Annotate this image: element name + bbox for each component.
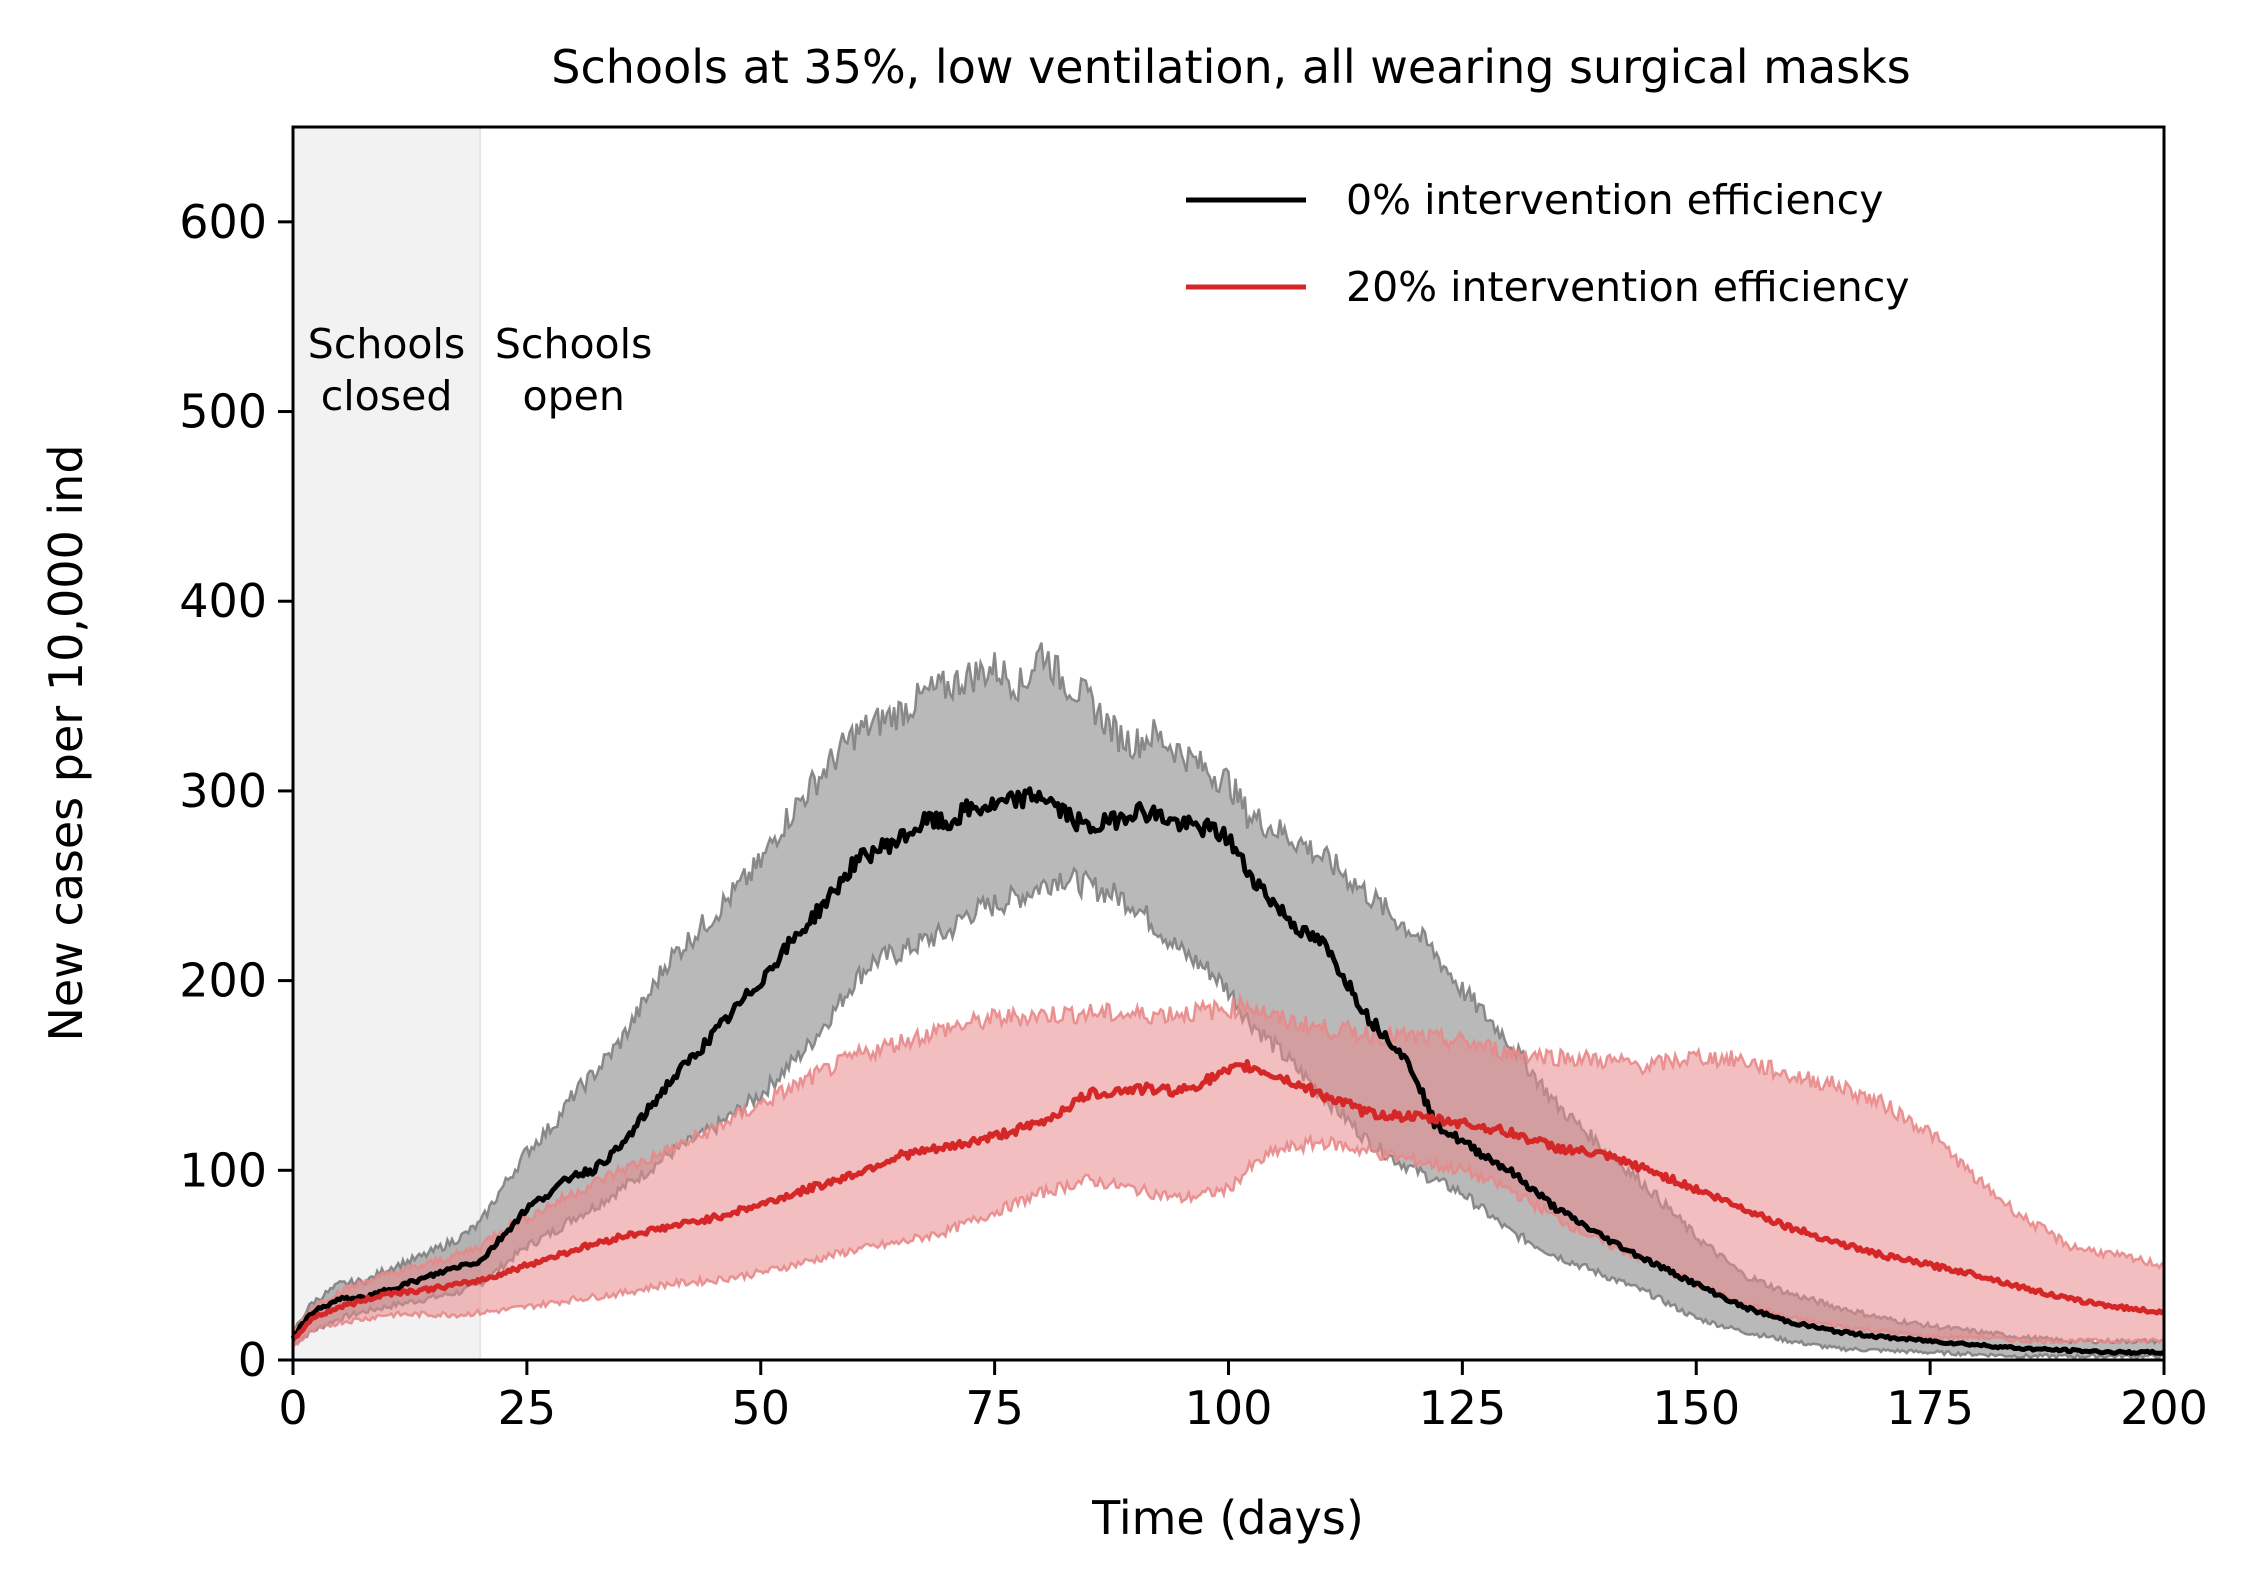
x-tick-label: 75: [965, 1381, 1024, 1435]
series-line-twenty-percent: [291, 1059, 2166, 1342]
x-tick-label: 100: [1185, 1381, 1273, 1435]
y-tick-label: 200: [179, 954, 267, 1008]
x-tick-label: 175: [1886, 1381, 1974, 1435]
y-tick-label: 300: [179, 764, 267, 818]
y-tick-label: 500: [179, 385, 267, 439]
y-tick-label: 100: [179, 1143, 267, 1197]
x-tick-label: 50: [731, 1381, 790, 1435]
y-tick-label: 600: [179, 195, 267, 249]
legend-label-twenty-percent: 20% intervention efficiency: [1346, 263, 1910, 311]
x-tick-label: 0: [278, 1381, 307, 1435]
plot-area: [290, 127, 2166, 1360]
legend-label-zero-percent: 0% intervention efficiency: [1346, 176, 1883, 224]
band-lower-edge-twenty-percent: [291, 1133, 2165, 1348]
annotation-schools-open: Schools open: [495, 320, 652, 420]
chart-title: Schools at 35%, low ventilation, all wea…: [551, 40, 1910, 94]
x-tick-label: 150: [1652, 1381, 1740, 1435]
annotations: Schools closed Schools open: [308, 320, 653, 420]
annotation-schools-closed: Schools closed: [308, 320, 465, 420]
x-tick-label: 125: [1418, 1381, 1506, 1435]
y-axis-label: New cases per 10,000 ind: [39, 444, 93, 1041]
x-tick-label: 200: [2120, 1381, 2208, 1435]
plot-frame: [291, 125, 2166, 1362]
series-line-zero-percent: [290, 786, 2166, 1357]
x-axis-label: Time (days): [1091, 1491, 1364, 1545]
legend: 0% intervention efficiency 20% intervent…: [1186, 176, 1910, 311]
y-tick-label: 400: [179, 574, 267, 628]
axis-ticks: 0 25 50 75 100 125 150 175 200 0 100 200 300 400 500 60…: [179, 195, 2208, 1435]
schools-closed-shading: [293, 127, 481, 1360]
x-tick-label: 25: [498, 1381, 557, 1435]
band-upper-edge-twenty-percent: [291, 992, 2165, 1335]
y-tick-label: 0: [238, 1333, 267, 1387]
band-twenty-percent: [293, 997, 2164, 1348]
